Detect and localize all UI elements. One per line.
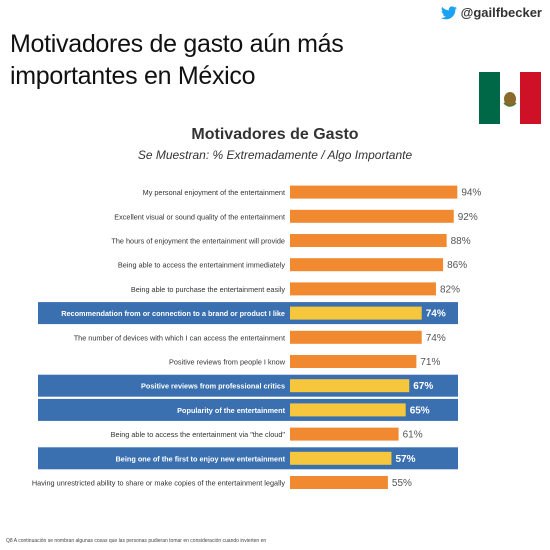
category-label: Excellent visual or sound quality of the… — [114, 212, 285, 221]
value-label: 71% — [420, 357, 440, 368]
category-label: Being able to purchase the entertainment… — [131, 285, 285, 294]
value-label: 67% — [413, 381, 433, 392]
value-label: 57% — [395, 454, 415, 465]
category-label: Being able to access the entertainment v… — [111, 430, 286, 439]
value-label: 74% — [426, 309, 446, 320]
bar — [290, 379, 410, 393]
value-label: 61% — [403, 430, 423, 441]
bar — [290, 258, 444, 272]
bar — [290, 185, 458, 199]
category-label: The number of devices with which I can a… — [74, 333, 285, 342]
bar — [290, 451, 392, 465]
footnote: Q8 A continuación se nombran algunas cos… — [6, 538, 267, 544]
twitter-handle-text: @gailfbecker — [460, 5, 542, 20]
category-label: Having unrestricted ability to share or … — [32, 479, 285, 488]
value-label: 65% — [410, 405, 430, 416]
category-label: Positive reviews from people I know — [169, 358, 286, 367]
value-label: 94% — [461, 188, 481, 199]
value-label: 86% — [447, 260, 467, 271]
value-label: 55% — [392, 478, 412, 489]
page-title: Motivadores de gasto aún más importantes… — [10, 30, 344, 90]
value-label: 74% — [426, 333, 446, 344]
category-label: My personal enjoyment of the entertainme… — [143, 188, 285, 197]
mexico-flag-icon — [479, 72, 541, 124]
value-label: 82% — [440, 284, 460, 295]
category-label: Popularity of the entertainment — [177, 406, 285, 415]
bar — [290, 427, 399, 441]
category-label: Positive reviews from professional criti… — [141, 382, 285, 391]
bar — [290, 209, 454, 223]
bar — [290, 306, 422, 320]
bar — [290, 476, 388, 489]
chart-title: Motivadores de Gasto — [191, 126, 359, 143]
bar — [290, 403, 406, 417]
bar — [290, 234, 447, 247]
bar — [290, 282, 436, 296]
category-label: The hours of enjoyment the entertainment… — [111, 237, 285, 246]
category-label: Being one of the first to enjoy new ente… — [116, 454, 286, 463]
twitter-handle: @gailfbecker — [440, 5, 542, 20]
chart-subtitle: Se Muestran: % Extremadamente / Algo Imp… — [137, 148, 413, 162]
category-label: Recommendation from or connection to a b… — [61, 309, 285, 318]
category-label: Being able to access the entertainment i… — [118, 261, 285, 270]
twitter-bird-icon — [440, 5, 457, 19]
bar — [290, 330, 422, 344]
bar — [290, 355, 417, 368]
value-label: 88% — [451, 236, 471, 247]
value-label: 92% — [458, 212, 478, 223]
